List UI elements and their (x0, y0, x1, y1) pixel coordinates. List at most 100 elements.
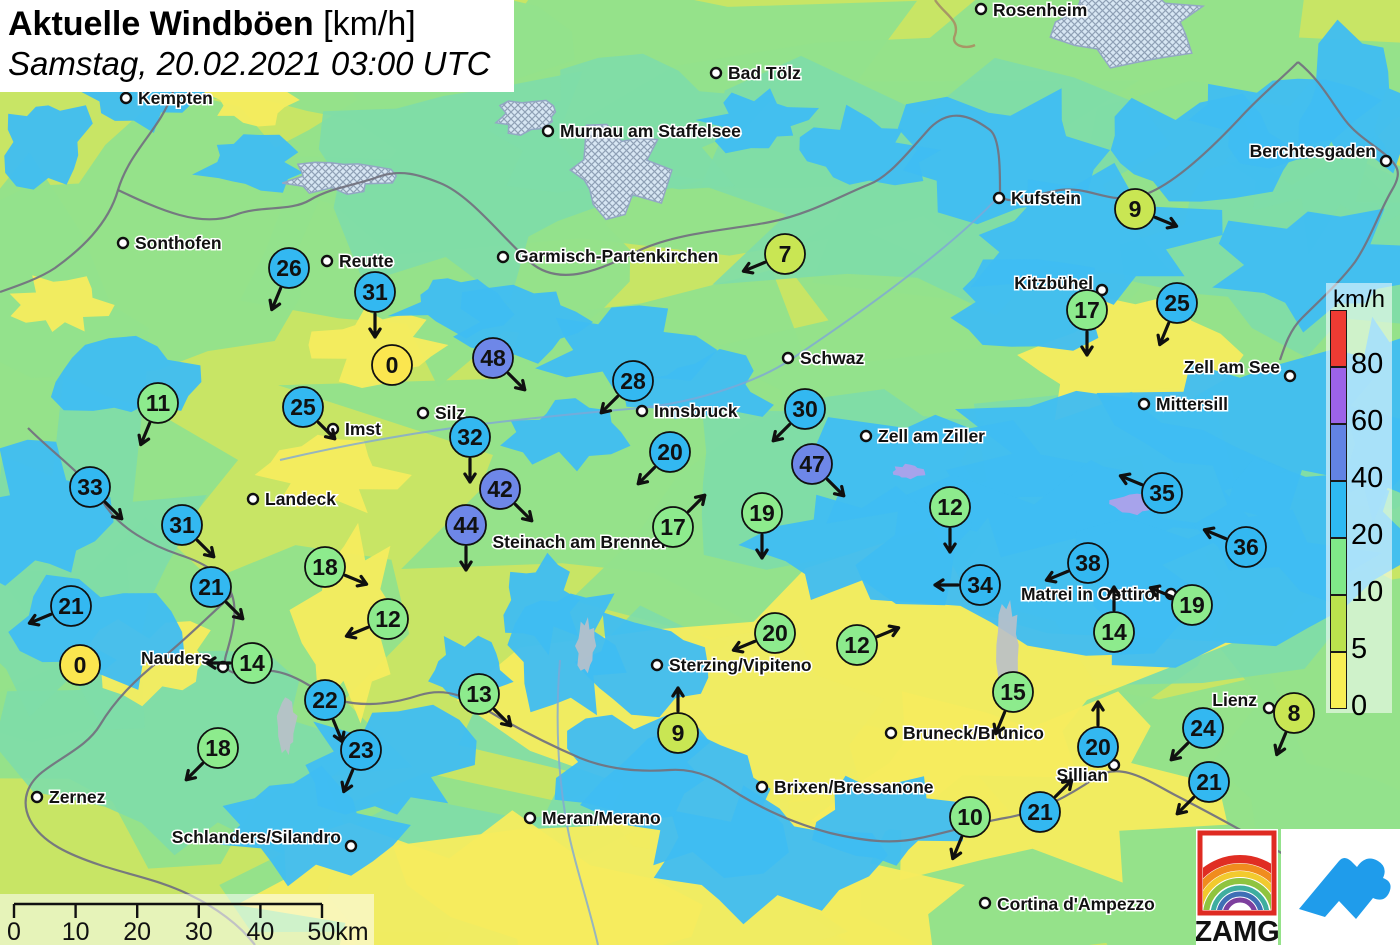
city-label: Berchtesgaden (1250, 141, 1376, 161)
terrain-patch (623, 349, 774, 420)
wind-direction-arrow (514, 503, 534, 523)
wind-station-marker: 22 (304, 679, 346, 744)
map-title-unit: [km/h] (313, 5, 416, 43)
wind-direction-arrow (826, 478, 846, 498)
wind-gust-value: 9 (672, 720, 685, 746)
city-label: Schwaz (800, 348, 864, 368)
city-label: Kufstein (1011, 188, 1081, 208)
city-dot (30, 790, 44, 804)
wind-station-marker: 20 (731, 612, 796, 654)
wind-station-marker: 25 (1156, 282, 1198, 347)
wind-gust-value: 23 (348, 737, 374, 763)
wind-gust-value: 17 (1074, 297, 1100, 323)
wind-station-marker: 9 (657, 686, 699, 754)
wind-direction-arrow (771, 423, 791, 443)
wind-direction-arrow (1080, 330, 1094, 357)
wind-gust-circle (1156, 282, 1198, 324)
wind-gust-circle (1019, 791, 1061, 833)
terrain-patch (254, 434, 412, 514)
city-dot (635, 404, 649, 418)
wind-direction-arrow (1156, 321, 1171, 347)
wind-gust-circle (1273, 692, 1315, 734)
wind-gust-value: 21 (58, 593, 84, 619)
wind-station-marker: 7 (741, 233, 806, 275)
legend-swatch (1330, 310, 1347, 367)
city-marker: Brixen/Bressanone (755, 776, 935, 799)
city-marker: Zell am Ziller (859, 425, 987, 448)
city-label: Schlanders/Silandro (172, 827, 341, 847)
wind-gust-circle (1114, 188, 1156, 230)
legend-tick-label: 5 (1351, 633, 1368, 665)
wind-gust-circle (371, 344, 413, 386)
wind-gust-circle (959, 564, 1001, 606)
city-label: Sonthofen (135, 233, 222, 253)
wind-station-marker: 17 (1066, 289, 1108, 357)
wind-gust-circle (137, 382, 179, 424)
wind-direction-arrow (340, 768, 355, 794)
wind-direction-arrow (943, 527, 957, 554)
wind-gust-value: 48 (480, 345, 506, 371)
country-border-line (24, 594, 256, 945)
terrain-patch (192, 134, 304, 193)
wind-direction-arrow (225, 601, 245, 621)
terrain-patch (289, 522, 394, 724)
city-marker: Berchtesgaden (1248, 140, 1393, 168)
wind-direction-arrow (875, 624, 901, 639)
wind-direction-arrow (1107, 585, 1121, 612)
partner-logo (1281, 829, 1400, 945)
wind-gust-value: 35 (1149, 480, 1175, 506)
wind-gust-circle (1182, 707, 1224, 749)
wind-gust-value: 18 (205, 735, 231, 761)
wind-station-marker: 26 (268, 247, 310, 312)
wind-gust-circle (1225, 526, 1267, 568)
city-marker: Innsbruck (635, 400, 739, 423)
city-dot (978, 896, 992, 910)
lake-hatched (494, 99, 557, 136)
city-marker: Kitzbühel (1013, 272, 1109, 297)
wind-direction-arrow (671, 686, 685, 713)
city-label: Zell am See (1184, 357, 1281, 377)
wind-gust-value: 20 (657, 439, 683, 465)
city-marker: Sterzing/Vipiteno (650, 654, 813, 677)
terrain-patch (1096, 349, 1400, 522)
city-marker: Nauders (139, 647, 230, 674)
river-line (279, 194, 1001, 461)
wind-gust-value: 15 (1000, 679, 1026, 705)
wind-gust-circle (791, 443, 833, 485)
wind-station-marker: 12 (344, 598, 409, 640)
wind-gust-circle (304, 679, 346, 721)
wind-direction-arrow (368, 312, 382, 339)
city-marker: Meran/Merano (523, 807, 662, 830)
wind-gust-value: 24 (1190, 715, 1216, 741)
city-dot (781, 351, 795, 365)
wind-gust-circle (449, 416, 491, 458)
legend-tick-label: 20 (1351, 519, 1384, 551)
terrain-patch (950, 259, 1099, 351)
city-marker: Steinach am Brenner (491, 531, 669, 554)
wind-gust-value: 11 (146, 390, 171, 416)
city-marker: Kufstein (992, 187, 1083, 210)
wind-direction-arrow (205, 656, 232, 670)
wind-gust-circle (1188, 761, 1230, 803)
city-marker: Bad Tölz (709, 62, 803, 85)
wind-station-marker: 21 (1175, 761, 1230, 816)
city-marker: Kempten (119, 87, 214, 110)
wind-direction-arrow (184, 762, 204, 782)
legend-swatch (1330, 424, 1347, 481)
wind-station-marker: 11 (137, 382, 179, 447)
terrain-patch (500, 398, 631, 472)
wind-station-marker: 21 (27, 585, 92, 627)
wind-direction-arrow (741, 260, 767, 275)
wind-direction-arrow (755, 533, 769, 560)
terrain-patch (503, 552, 580, 656)
legend-tick-label: 80 (1351, 348, 1384, 380)
wind-gust-value: 13 (466, 681, 492, 707)
zamg-logo-text: ZAMG (1196, 916, 1278, 945)
city-label: Bruneck/Brunico (903, 723, 1044, 743)
wind-gust-circle (354, 271, 396, 313)
city-label: Sterzing/Vipiteno (669, 655, 812, 675)
city-marker: Zell am See (1182, 356, 1297, 383)
wind-gust-value: 21 (1027, 799, 1053, 825)
wind-station-marker: 48 (472, 337, 527, 392)
city-dot (1283, 369, 1297, 383)
